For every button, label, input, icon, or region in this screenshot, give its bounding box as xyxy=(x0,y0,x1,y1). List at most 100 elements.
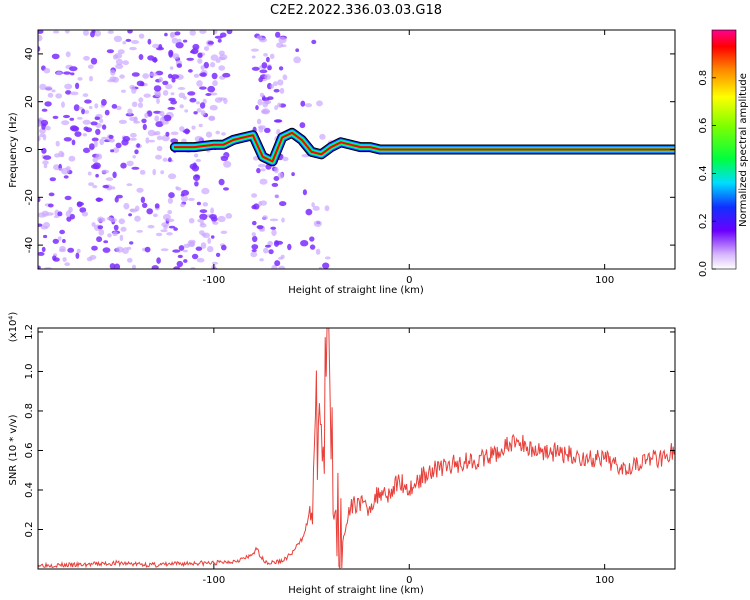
noise-blob xyxy=(91,245,98,251)
noise-blob xyxy=(199,30,207,34)
spectrogram-ytick-label: 40 xyxy=(24,48,35,61)
noise-blob xyxy=(209,104,218,111)
noise-blob xyxy=(197,58,203,64)
noise-blob xyxy=(260,168,266,172)
noise-blob xyxy=(210,235,215,239)
noise-blob xyxy=(129,208,135,212)
noise-blob xyxy=(76,117,83,120)
noise-blob xyxy=(311,39,317,45)
noise-blob xyxy=(278,36,287,44)
noise-blob xyxy=(95,128,101,135)
noise-blob xyxy=(38,265,41,269)
noise-blob xyxy=(162,157,168,162)
noise-blob xyxy=(73,104,80,112)
noise-blob xyxy=(190,50,195,54)
noise-blob xyxy=(270,84,275,89)
noise-blob xyxy=(262,215,268,220)
noise-blob xyxy=(89,255,97,260)
noise-blob xyxy=(56,71,62,76)
noise-blob xyxy=(74,131,82,137)
noise-blob xyxy=(70,72,75,76)
noise-blob xyxy=(253,203,260,210)
noise-blob xyxy=(225,213,233,219)
noise-blob xyxy=(158,77,164,83)
noise-blob xyxy=(92,157,98,163)
noise-blob xyxy=(38,136,41,142)
noise-blob xyxy=(167,106,176,110)
noise-blob xyxy=(263,247,269,254)
noise-blob xyxy=(122,41,127,45)
noise-blob xyxy=(77,77,83,81)
noise-blob xyxy=(54,153,61,158)
colorbar-ticks: 0.0 0.2 0.4 0.6 0.8 xyxy=(698,70,716,277)
noise-blob xyxy=(81,108,86,115)
noise-blob xyxy=(88,182,95,187)
noise-blob xyxy=(145,137,150,144)
noise-blob xyxy=(147,224,155,229)
noise-blob xyxy=(203,61,209,69)
noise-blob xyxy=(262,97,270,101)
noise-blob xyxy=(62,239,66,243)
noise-blob xyxy=(291,172,295,177)
noise-blob xyxy=(202,202,209,207)
noise-blob xyxy=(277,102,282,108)
snr-ytick-label: 1.0 xyxy=(24,364,35,380)
noise-blob xyxy=(38,30,44,34)
noise-blob xyxy=(109,263,116,269)
snr-xlabel: Height of straight line (km) xyxy=(288,585,424,596)
noise-blob xyxy=(139,169,146,175)
noise-blob xyxy=(178,245,185,251)
noise-blob xyxy=(57,236,62,241)
noise-blob xyxy=(82,133,88,137)
noise-blob xyxy=(287,243,292,251)
noise-blob xyxy=(172,53,180,60)
noise-blob xyxy=(55,93,63,99)
noise-blob xyxy=(102,184,110,189)
noise-blob xyxy=(55,140,60,147)
noise-blob xyxy=(167,197,173,204)
noise-blob xyxy=(110,149,115,153)
snr-scale-label: (x10⁴) xyxy=(8,312,19,343)
noise-blob xyxy=(193,111,198,115)
noise-blob xyxy=(251,249,257,253)
noise-blob xyxy=(324,205,330,212)
noise-blob xyxy=(115,246,124,253)
noise-blob xyxy=(251,55,256,59)
noise-blob xyxy=(152,168,156,176)
noise-blob xyxy=(65,90,72,95)
noise-blob xyxy=(207,85,216,93)
noise-blob xyxy=(49,177,56,182)
noise-scatter xyxy=(38,30,335,269)
noise-blob xyxy=(115,58,123,66)
noise-blob xyxy=(101,136,108,140)
noise-blob xyxy=(101,169,109,174)
noise-blob xyxy=(184,109,189,113)
noise-blob xyxy=(273,176,280,181)
snr-xtick-label: 100 xyxy=(595,575,614,586)
noise-blob xyxy=(156,257,161,264)
noise-blob xyxy=(144,246,151,253)
noise-blob xyxy=(144,112,149,119)
noise-blob xyxy=(315,248,321,255)
noise-blob xyxy=(52,255,57,261)
noise-blob xyxy=(52,115,59,119)
snr-line xyxy=(38,328,675,569)
noise-blob xyxy=(142,123,147,131)
noise-blob xyxy=(129,46,137,51)
noise-blob xyxy=(180,203,185,208)
ridge-core xyxy=(173,131,675,163)
noise-blob xyxy=(165,131,170,137)
noise-blob xyxy=(194,181,199,187)
noise-blob xyxy=(131,264,137,269)
noise-blob xyxy=(250,48,259,52)
noise-blob xyxy=(258,201,262,207)
colorbar-gradient xyxy=(711,29,737,270)
noise-blob xyxy=(97,216,104,223)
noise-blob xyxy=(179,126,185,132)
noise-blob xyxy=(142,73,150,79)
noise-blob xyxy=(76,248,81,254)
snr-series xyxy=(38,328,675,569)
noise-blob xyxy=(170,92,175,96)
noise-blob xyxy=(168,97,176,102)
noise-blob xyxy=(256,35,263,40)
